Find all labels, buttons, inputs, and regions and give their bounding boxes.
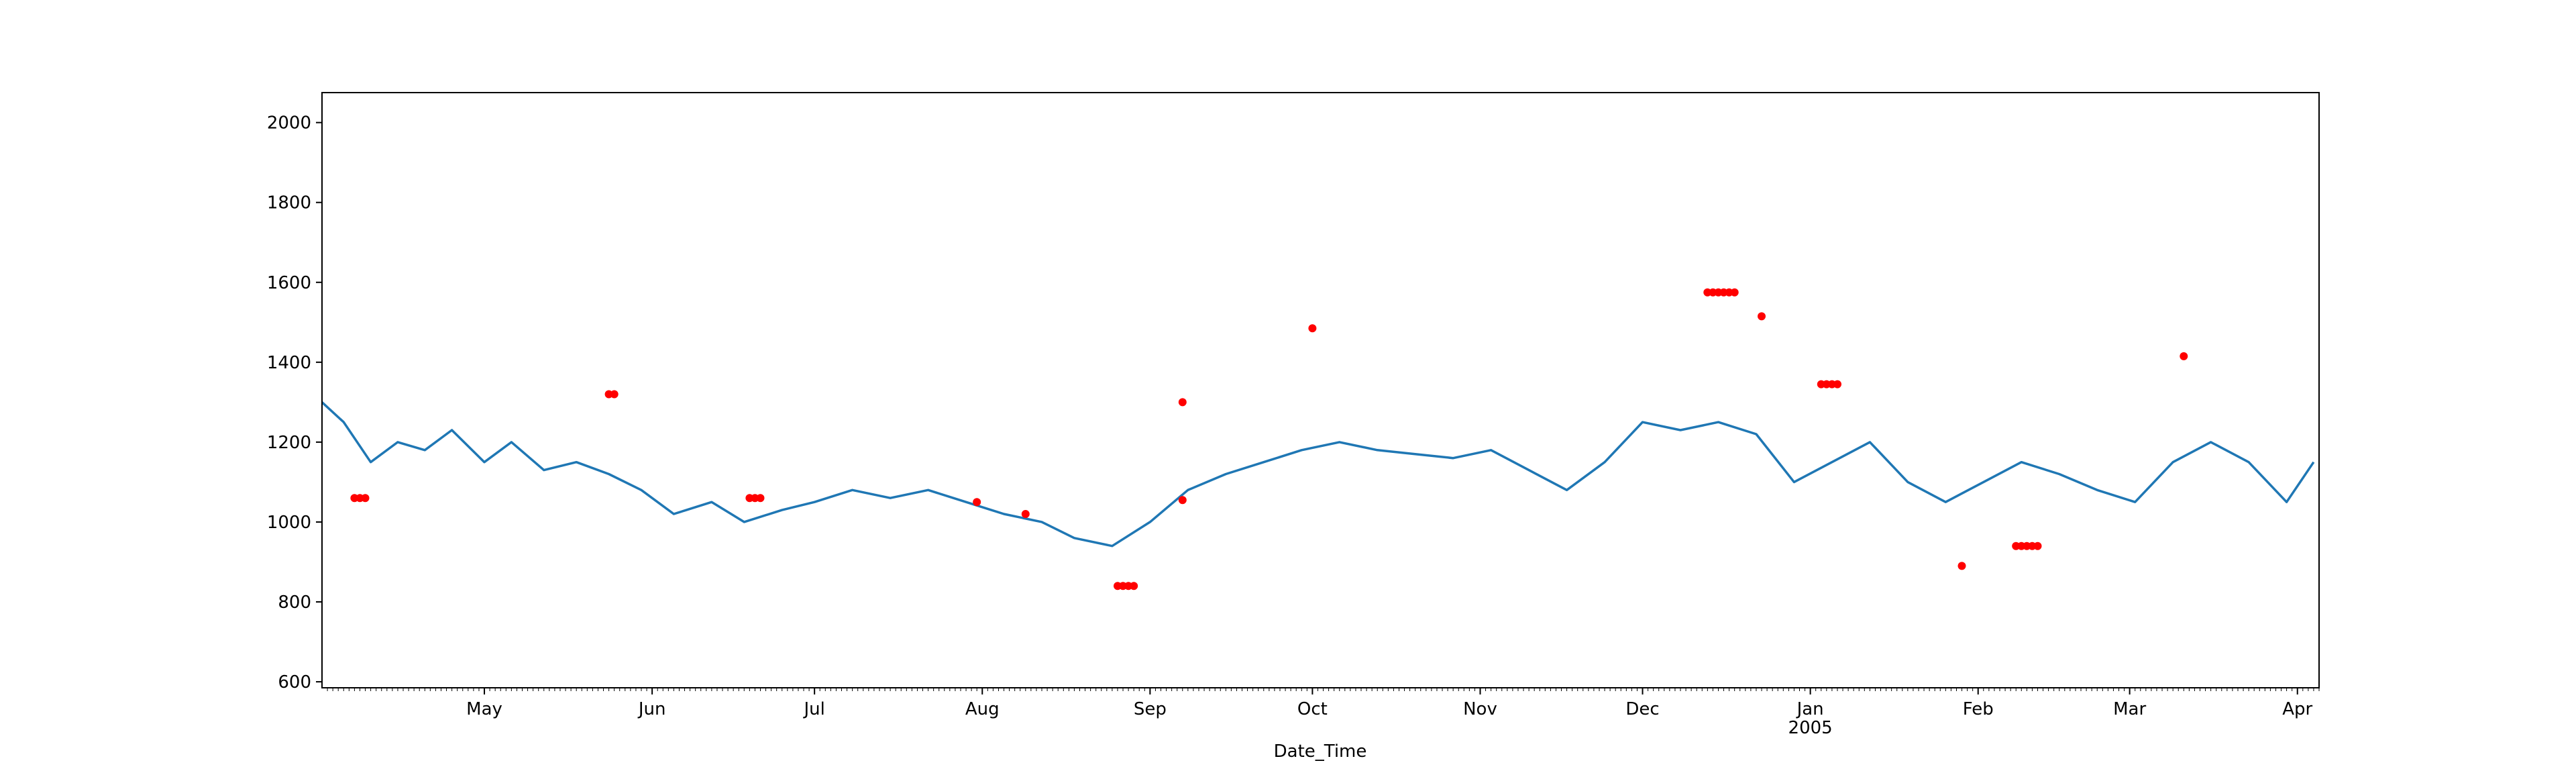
data-point-1-8 bbox=[973, 498, 981, 507]
x-tick-sublabel-8: 2005 bbox=[1788, 718, 1833, 738]
x-tick-label-9: Feb bbox=[1963, 699, 1994, 719]
y-tick-label-600: 600 bbox=[278, 672, 311, 692]
x-tick-label-2: Jul bbox=[802, 699, 824, 719]
x-tick-label-10: Mar bbox=[2113, 699, 2146, 719]
y-tick-label-1000: 1000 bbox=[267, 513, 311, 533]
y-axis: 600 800 1000 1200 1400 1600 1800 2000 bbox=[267, 113, 322, 692]
data-point-1-34 bbox=[2180, 352, 2188, 360]
x-tick-label-5: Oct bbox=[1297, 699, 1328, 719]
x-axis-label: Date_Time bbox=[1274, 741, 1367, 762]
x-tick-label-1: Jun bbox=[637, 699, 666, 719]
x-tick-label-8: Jan bbox=[1796, 699, 1824, 719]
data-point-1-27 bbox=[1833, 380, 1841, 389]
plot-frame bbox=[321, 92, 2320, 688]
series-layer bbox=[321, 288, 2315, 590]
data-point-1-7 bbox=[756, 494, 765, 503]
y-tick-label-1400: 1400 bbox=[267, 353, 311, 373]
data-point-1-2 bbox=[361, 494, 370, 503]
y-tick-label-2000: 2000 bbox=[267, 113, 311, 134]
data-point-1-13 bbox=[1130, 582, 1138, 590]
x-tick-label-7: Dec bbox=[1625, 699, 1659, 719]
data-point-1-33 bbox=[2033, 542, 2042, 550]
data-point-1-4 bbox=[610, 390, 619, 399]
y-tick-label-1600: 1600 bbox=[267, 273, 311, 293]
series-line-0 bbox=[321, 401, 2315, 548]
data-point-1-28 bbox=[1957, 562, 1966, 570]
x-tick-label-6: Nov bbox=[1463, 699, 1497, 719]
data-point-1-22 bbox=[1730, 288, 1739, 297]
y-tick-label-1800: 1800 bbox=[267, 193, 311, 213]
data-point-1-16 bbox=[1308, 324, 1317, 333]
data-point-1-14 bbox=[1178, 398, 1187, 407]
x-tick-label-0: May bbox=[466, 699, 502, 719]
x-tick-label-4: Sep bbox=[1134, 699, 1167, 719]
y-tick-label-800: 800 bbox=[278, 592, 311, 613]
y-tick-label-1200: 1200 bbox=[267, 433, 311, 453]
data-point-1-15 bbox=[1178, 496, 1187, 505]
x-tick-label-3: Aug bbox=[965, 699, 1000, 719]
data-point-1-9 bbox=[1021, 510, 1030, 518]
data-point-1-23 bbox=[1758, 312, 1766, 321]
x-tick-label-11: Apr bbox=[2282, 699, 2312, 719]
